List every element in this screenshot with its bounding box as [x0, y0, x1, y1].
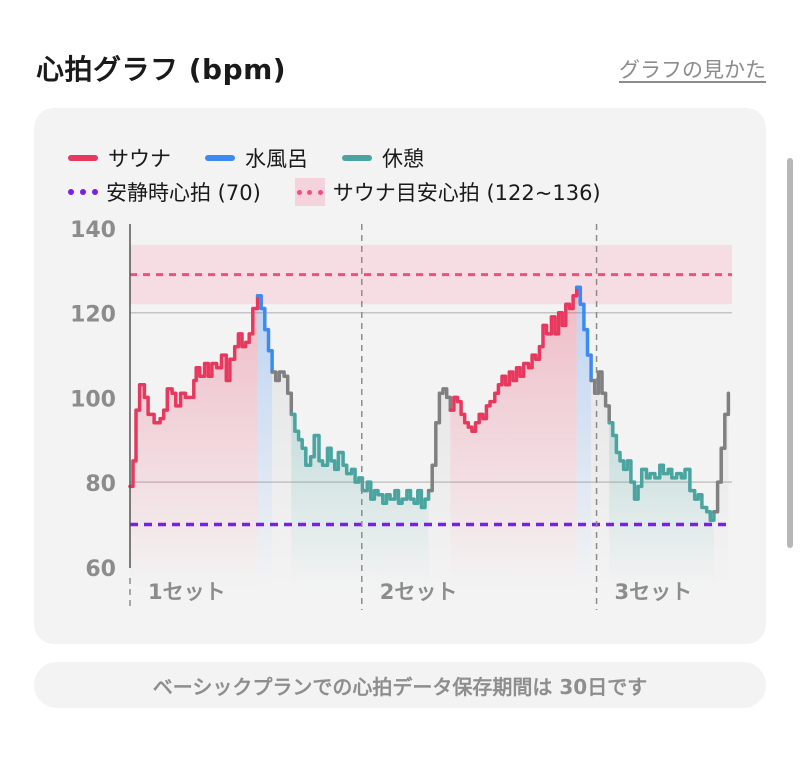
legend-row-references: 安静時心拍 (70) サウナ目安心拍 (122~136) [68, 176, 635, 208]
heart-rate-chart: 140 120 100 80 60 1セット 2セット 3セット [70, 218, 732, 610]
rest-line-swatch-icon [342, 155, 372, 161]
legend-cold-bath: 水風呂 [205, 143, 308, 173]
series-line-transition-2 [270, 370, 294, 417]
series-line-sauna-5 [448, 285, 579, 434]
resting-hr-dotted-swatch-icon [68, 189, 98, 195]
sauna-line-swatch-icon [68, 155, 98, 161]
legend-resting-hr-label: 安静時心拍 (70) [106, 181, 261, 205]
legend-resting-hr: 安静時心拍 (70) [68, 177, 261, 207]
series-line-transition-7 [589, 370, 611, 425]
set-label-2: 2セット [380, 580, 458, 604]
series-area-transition-2 [272, 372, 292, 588]
y-tick-label-120: 120 [70, 303, 116, 328]
y-tick-label-80: 80 [85, 472, 116, 497]
vertical-scrollbar[interactable] [787, 158, 793, 548]
series-area-transition-9 [713, 393, 729, 588]
legend-target-range-label: サウナ目安心拍 (122~136) [332, 181, 601, 205]
series-line-transition-4 [426, 387, 453, 493]
page-title: 心拍グラフ (bpm) [36, 53, 287, 86]
cold-bath-line-swatch-icon [205, 155, 235, 161]
legend-cold-bath-label: 水風呂 [245, 147, 308, 171]
legend-rest-label: 休憩 [382, 147, 424, 171]
series-line-sauna-0 [128, 294, 260, 489]
y-tick-label-60: 60 [85, 557, 116, 582]
storage-period-note: ベーシックプランでの心拍データ保存期間は 30日です [34, 662, 766, 708]
heart-rate-card: サウナ 水風呂 休憩 安静時心拍 (70) サウナ目安心拍 (122~136) … [34, 108, 766, 644]
set-label-3: 3セット [615, 580, 693, 604]
series-area-transition-7 [591, 372, 610, 588]
y-tick-label-100: 100 [70, 387, 116, 412]
series-area-sauna-5 [450, 287, 577, 588]
series-area-rest-3 [291, 414, 429, 588]
legend-sauna: サウナ [68, 143, 171, 173]
set-label-1: 1セット [148, 580, 226, 604]
series-area-rest-8 [609, 422, 714, 588]
graph-guide-link[interactable]: グラフの見かた [619, 58, 766, 82]
legend-sauna-label: サウナ [108, 147, 171, 171]
series-line-transition-9 [712, 391, 731, 514]
target-band-swatch-icon [294, 178, 325, 206]
legend-rest: 休憩 [342, 143, 424, 173]
series-line-cold-1 [255, 294, 274, 374]
series-area-cold-6 [576, 287, 592, 588]
legend-row-phases: サウナ 水風呂 休憩 [68, 142, 458, 174]
y-tick-label-140: 140 [70, 218, 116, 243]
series-line-rest-8 [607, 421, 716, 522]
series-line-cold-6 [574, 285, 593, 383]
page-header: 心拍グラフ (bpm) グラフの見かた [36, 48, 766, 92]
legend-target-range: サウナ目安心拍 (122~136) [294, 177, 601, 207]
series-area-cold-1 [257, 295, 273, 588]
series-area-transition-4 [428, 388, 451, 588]
